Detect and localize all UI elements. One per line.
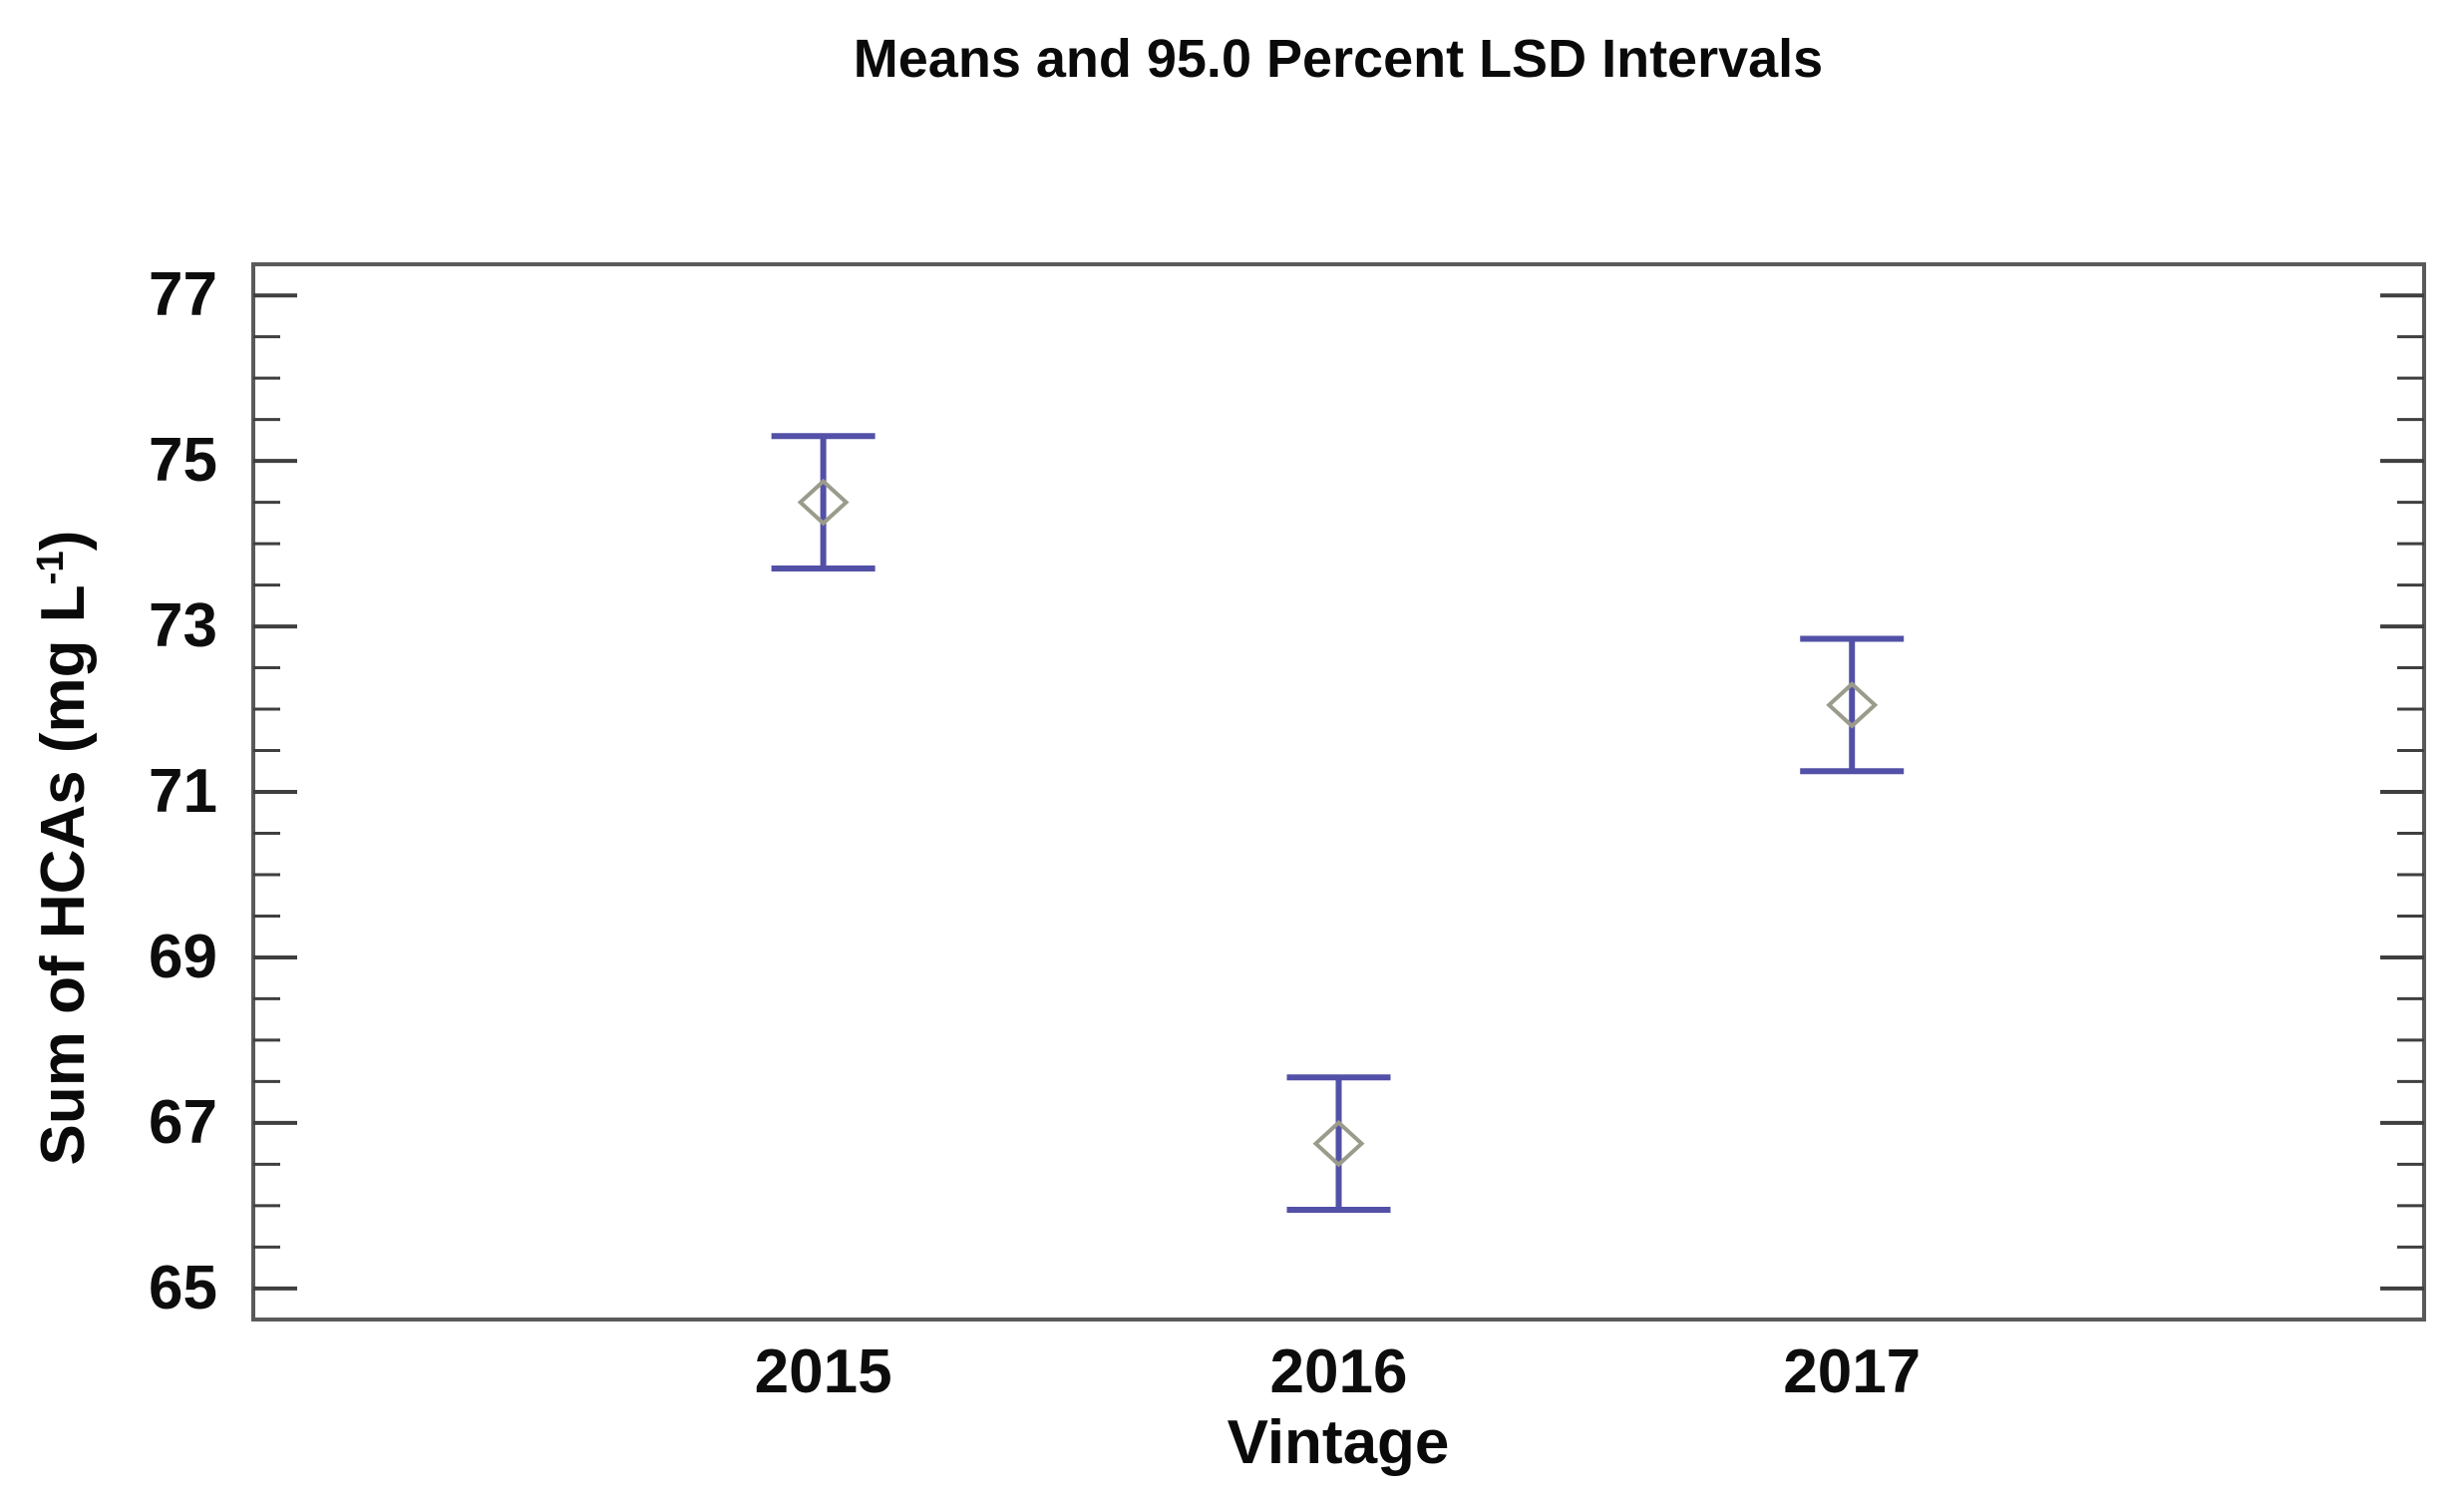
y-axis-title-superscript: -1	[28, 551, 72, 585]
y-axis-title-close-paren: )	[29, 530, 98, 552]
mean-marker-2017	[1826, 681, 1879, 729]
y-tick-label-73: 73	[149, 591, 217, 661]
y-tick-label-77: 77	[149, 260, 217, 330]
y-tick-label-69: 69	[149, 922, 217, 991]
plot-svg	[251, 262, 2426, 1321]
x-axis-title: Vintage	[1227, 1408, 1450, 1477]
y-tick-label-71: 71	[149, 757, 217, 826]
x-tick-label-2015: 2015	[754, 1337, 892, 1406]
y-axis-title-text: Sum of HCAs (mg L	[29, 584, 98, 1166]
mean-marker-2015	[797, 478, 850, 527]
y-tick-label-75: 75	[149, 426, 217, 496]
y-tick-label-67: 67	[149, 1087, 217, 1157]
chart-title: Means and 95.0 Percent LSD Intervals	[853, 29, 1824, 89]
x-tick-label-2017: 2017	[1783, 1337, 1922, 1406]
mean-marker-2016	[1312, 1119, 1365, 1168]
y-tick-label-65: 65	[149, 1253, 217, 1322]
x-tick-label-2016: 2016	[1269, 1337, 1408, 1406]
plot-area	[251, 262, 2426, 1321]
